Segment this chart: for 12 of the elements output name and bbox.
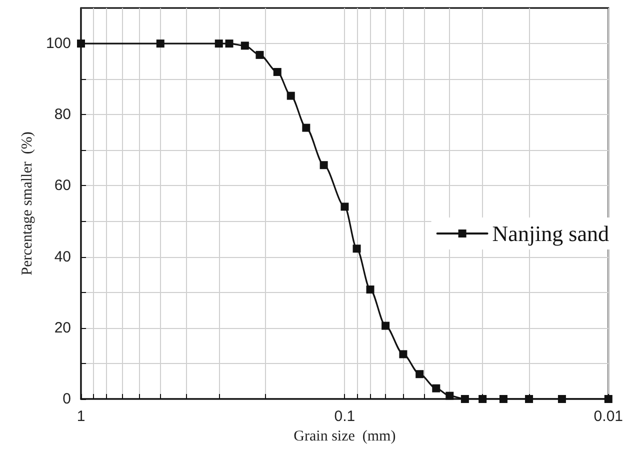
y-axis-title: Percentage smaller (%) bbox=[20, 132, 36, 276]
y-tick-label: 40 bbox=[54, 248, 71, 266]
x-tick-label: 0.01 bbox=[594, 408, 624, 425]
x-tick-label: 1 bbox=[76, 408, 86, 425]
legend-label: Nanjing sand bbox=[492, 221, 609, 246]
y-tick-label: 20 bbox=[54, 319, 71, 336]
y-tick-label: 100 bbox=[46, 35, 71, 52]
x-tick-label: 0.1 bbox=[334, 408, 356, 425]
y-tick-label: 60 bbox=[54, 177, 71, 194]
x-axis-title: Grain size (mm) bbox=[294, 428, 396, 444]
y-tick-label: 0 bbox=[62, 390, 71, 408]
y-tick-label: 80 bbox=[54, 106, 71, 124]
